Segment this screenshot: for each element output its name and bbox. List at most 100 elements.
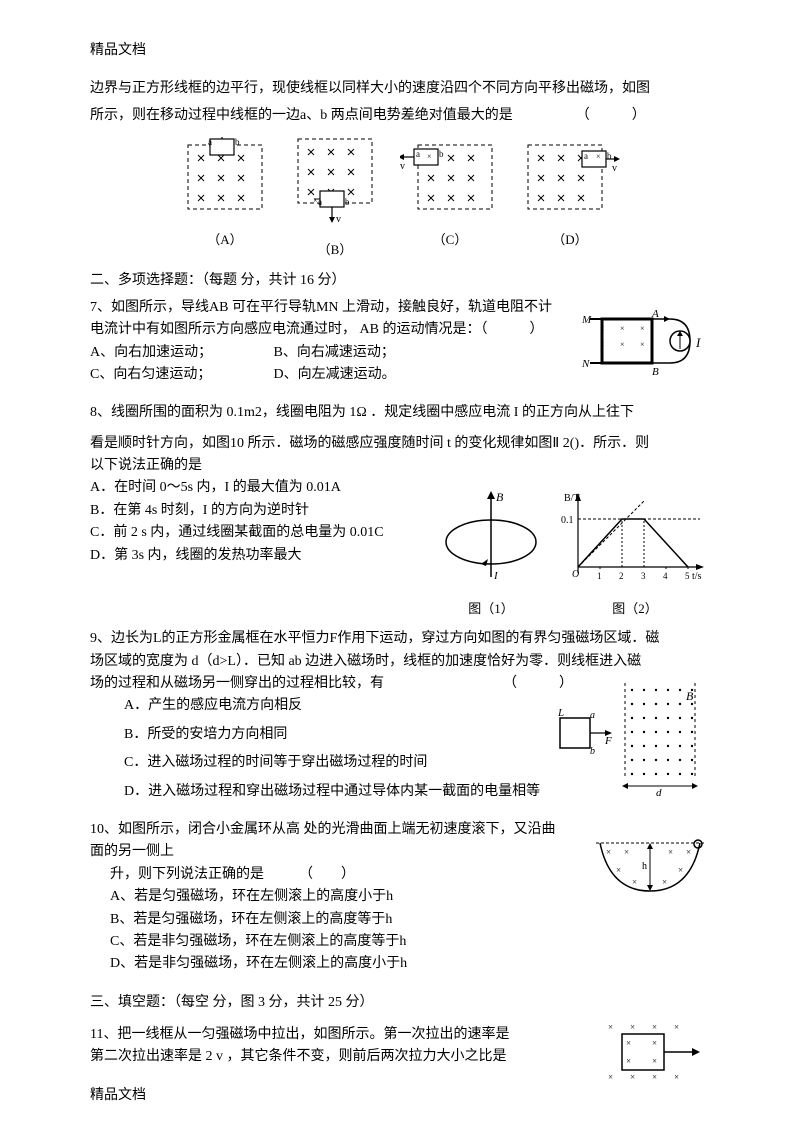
q8-fig2: B/T t/s O 0.1 1 2 3 4 5 <box>560 487 710 587</box>
figure-a-label: （A） <box>180 230 270 251</box>
page-footer: 精品文档 <box>90 1085 710 1107</box>
figure-d-label: （D） <box>520 230 620 251</box>
svg-text:×: × <box>678 865 683 875</box>
svg-text:×: × <box>624 847 629 857</box>
q9: 9、边长为L的正方形金属框在水平恒力F作用下运动，穿过方向如图的有界匀强磁场区域… <box>90 628 710 803</box>
figure-b-container: × ab v （B） <box>290 137 380 260</box>
q9-line1: 9、边长为L的正方形金属框在水平恒力F作用下运动，穿过方向如图的有界匀强磁场区域… <box>90 628 710 650</box>
figure-d-container: a× b v （D） <box>520 137 620 260</box>
figure-a: ab <box>180 137 270 217</box>
svg-text:×: × <box>630 1072 635 1082</box>
q7: 7、如图所示，导线AB 可在平行导轨MN 上滑动，接触良好，轨道电阻不计 电流计… <box>90 297 710 387</box>
svg-text:×: × <box>630 1022 635 1032</box>
svg-text:×: × <box>313 196 318 205</box>
q7-optD: D、向左减速运动。 <box>274 367 396 382</box>
svg-text:B: B <box>496 490 504 504</box>
svg-text:b: b <box>235 137 240 147</box>
q10: 10、如图所示，闭合小金属环从高 处的光滑曲面上端无初速度滚下，又沿曲面的另一侧… <box>90 819 710 976</box>
svg-text:1: 1 <box>597 571 602 581</box>
q8-line2: 看是顺时针方向，如图10 所示．磁场的磁感应强度随时间 t 的变化规律如图Ⅱ 2… <box>90 433 710 455</box>
q10-figure: ×××× ×× ×× h <box>590 835 710 905</box>
svg-text:×: × <box>616 865 621 875</box>
svg-text:I: I <box>493 570 499 582</box>
svg-text:×: × <box>652 1038 657 1048</box>
svg-text:×: × <box>640 324 645 333</box>
q8: 8、线圈所围的面积为 0.1m2，线圈电阻为 1Ω ．规定线圈中感应电流 I 的… <box>90 402 710 620</box>
svg-text:3: 3 <box>641 571 646 581</box>
svg-text:×: × <box>600 340 605 349</box>
svg-text:N: N <box>581 358 590 370</box>
intro-line2: 所示，则在移动过程中线框的一边a、b 两点间电势差绝对值最大的是 （ ） <box>90 105 710 127</box>
svg-text:×: × <box>668 847 673 857</box>
q10-line1: 10、如图所示，闭合小金属环从高 处的光滑曲面上端无初速度滚下，又沿曲面的另一侧… <box>90 819 560 864</box>
q7-optA: A、向右加速运动； <box>90 342 270 364</box>
q8-fig1-label: 图（1） <box>436 599 546 620</box>
svg-text:2: 2 <box>619 571 624 581</box>
q10-optC: C、若是非匀强磁场，环在左侧滚上的高度等于h <box>110 931 560 953</box>
q7-line1: 7、如图所示，导线AB 可在平行导轨MN 上滑动，接触良好，轨道电阻不计 <box>90 297 560 319</box>
q8-fig2-container: B/T t/s O 0.1 1 2 3 4 5 图（2） <box>560 487 710 620</box>
figure-c: a b × v <box>400 137 500 217</box>
svg-text:a: a <box>416 149 420 159</box>
svg-text:a: a <box>584 151 588 161</box>
svg-text:×: × <box>686 847 691 857</box>
svg-text:0.1: 0.1 <box>561 515 574 526</box>
svg-text:5: 5 <box>685 571 690 581</box>
q8-line1: 8、线圈所围的面积为 0.1m2，线圈电阻为 1Ω ．规定线圈中感应电流 I 的… <box>90 402 710 424</box>
q9-line2: 场区域的宽度为 d（d>L）．已知 ab 边进入磁场时，线框的加速度恰好为零．则… <box>90 651 710 673</box>
figure-a-container: ab （A） <box>180 137 270 260</box>
q6-figures: ab （A） × ab v （B） <box>90 137 710 260</box>
q8-fig2-label: 图（2） <box>560 599 710 620</box>
svg-text:×: × <box>652 1022 657 1032</box>
svg-text:A: A <box>651 308 659 320</box>
svg-text:v: v <box>336 214 341 225</box>
svg-text:×: × <box>640 340 645 349</box>
svg-text:×: × <box>620 340 625 349</box>
svg-text:v: v <box>400 161 405 172</box>
svg-text:t/s: t/s <box>692 571 702 582</box>
svg-text:×: × <box>662 877 667 887</box>
svg-text:O: O <box>572 569 579 580</box>
figure-d: a× b v <box>520 137 620 217</box>
q11-figure: ×××× ×××× ×× ×× <box>600 1018 710 1088</box>
svg-text:L: L <box>557 707 564 719</box>
svg-text:×: × <box>600 324 605 333</box>
svg-text:×: × <box>626 1038 631 1048</box>
q11: 11、把一线框从一匀强磁场中拉出，如图所示。第一次拉出的速率是 第二次拉出速率是… <box>90 1024 710 1069</box>
section2-title: 二、多项选择题：（每题 分，共计 16 分） <box>90 270 710 292</box>
q10-optA: A、若是匀强磁场，环在左侧滚上的高度小于h <box>110 886 560 908</box>
q11-line2: 第二次拉出速率是 2 v ，其它条件不变，则前后两次拉力大小之比是 <box>90 1046 560 1068</box>
intro-line1: 边界与正方形线框的边平行，现使线框以同样大小的速度沿四个不同方向平移出磁场，如图 <box>90 78 710 100</box>
svg-text:B/T: B/T <box>564 493 580 504</box>
svg-text:B: B <box>652 366 659 378</box>
svg-text:M: M <box>581 314 592 326</box>
svg-text:a: a <box>318 197 322 207</box>
svg-text:×: × <box>596 152 601 161</box>
svg-text:×: × <box>606 847 611 857</box>
figure-c-container: ab × v （C） <box>400 137 500 260</box>
q10-line2: 升，则下列说法正确的是 （ ） <box>110 864 560 886</box>
svg-text:×: × <box>626 1056 631 1066</box>
svg-text:×: × <box>427 152 432 161</box>
svg-text:a: a <box>208 137 212 147</box>
svg-text:×: × <box>608 1072 613 1082</box>
svg-text:v: v <box>612 163 617 174</box>
svg-text:b: b <box>439 149 444 159</box>
svg-text:B: B <box>686 689 694 703</box>
svg-text:×: × <box>652 1072 657 1082</box>
svg-text:4: 4 <box>663 571 668 581</box>
svg-text:×: × <box>674 1022 679 1032</box>
svg-text:h: h <box>642 861 647 872</box>
svg-text:a: a <box>590 710 595 721</box>
svg-text:F: F <box>604 735 612 747</box>
svg-text:b: b <box>590 746 595 757</box>
q10-optD: D、若是非匀强磁场，环在左侧滚上的高度小于h <box>110 953 560 975</box>
q10-optB: B、若是匀强磁场，环在左侧滚上的高度等于h <box>110 909 560 931</box>
svg-text:×: × <box>632 877 637 887</box>
q9-figure: L a b F B d <box>550 678 710 798</box>
svg-text:×: × <box>608 1022 613 1032</box>
q7-line2: 电流计中有如图所示方向感应电流通过时， AB 的运动情况是：（ ） <box>90 319 560 341</box>
svg-text:×: × <box>674 1072 679 1082</box>
svg-text:d: d <box>656 787 662 798</box>
section3-title: 三、填空题：（每空 分，图 3 分，共计 25 分） <box>90 992 710 1014</box>
